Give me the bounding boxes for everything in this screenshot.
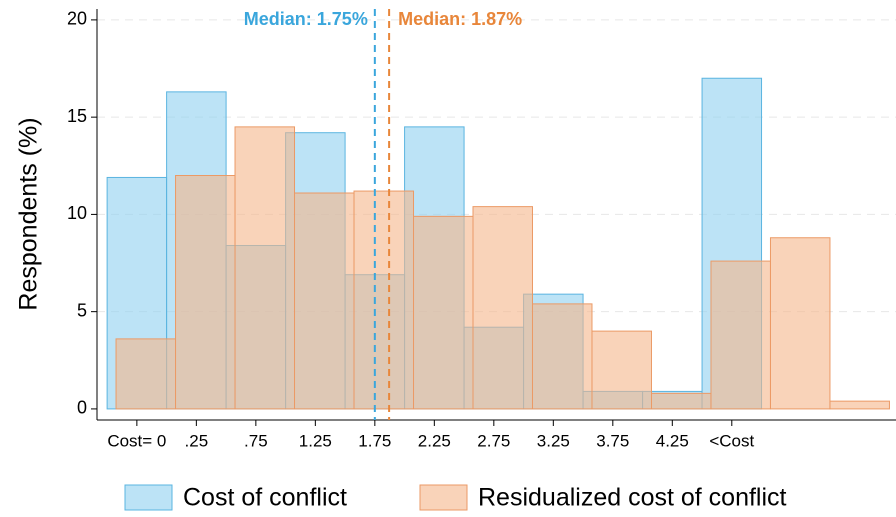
bar xyxy=(294,192,355,410)
bar xyxy=(769,237,831,410)
x-tick-label: 2.75 xyxy=(477,431,510,450)
median-label: Median: 1.75% xyxy=(244,9,368,29)
bar xyxy=(531,303,593,410)
y-tick-label: 20 xyxy=(67,9,87,29)
y-tick-label: 5 xyxy=(77,300,87,320)
bar xyxy=(175,175,236,410)
bar xyxy=(353,190,415,410)
y-tick-label: 15 xyxy=(67,106,87,126)
x-tick-label: .75 xyxy=(244,431,268,450)
y-tick-label: 0 xyxy=(77,398,87,418)
legend-label: Cost of conflict xyxy=(183,484,347,512)
x-tick-label: 3.25 xyxy=(537,431,570,450)
bar xyxy=(650,392,712,410)
median-label: Median: 1.87% xyxy=(398,9,522,29)
legend-swatch xyxy=(124,484,173,511)
bar xyxy=(829,400,890,410)
x-tick-label: 4.25 xyxy=(656,431,689,450)
bar xyxy=(234,126,296,410)
bar xyxy=(591,330,652,410)
x-tick-label: 3.75 xyxy=(596,431,629,450)
bar xyxy=(472,206,533,410)
bar xyxy=(710,260,771,410)
bar xyxy=(115,338,177,410)
x-tick-label: <Cost xyxy=(709,431,754,450)
y-tick-label: 10 xyxy=(67,203,87,223)
x-tick-label: 1.25 xyxy=(299,431,332,450)
legend-label: Residualized cost of conflict xyxy=(478,484,787,512)
y-axis-label: Respondents (%) xyxy=(15,117,43,310)
x-tick-label: 2.25 xyxy=(418,431,451,450)
x-tick-label: .25 xyxy=(185,431,209,450)
bar xyxy=(413,215,474,410)
x-tick-label: Cost= 0 xyxy=(107,431,166,450)
x-tick-label: 1.75 xyxy=(358,431,391,450)
legend-swatch xyxy=(419,484,468,511)
